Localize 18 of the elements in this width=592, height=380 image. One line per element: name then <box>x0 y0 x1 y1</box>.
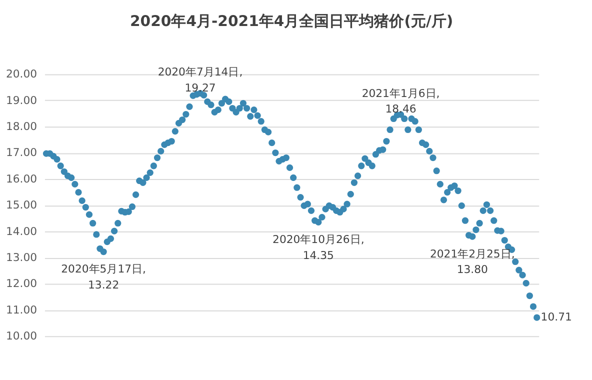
y-tick-label: 11.00 <box>6 303 38 316</box>
annotation: 2020年7月14日, 19.27 <box>158 66 243 94</box>
y-tick-label: 12.00 <box>6 277 38 290</box>
y-tick-label: 15.00 <box>6 198 38 212</box>
y-tick-label: 13.00 <box>6 251 38 264</box>
chart-title: 2020年4月-2021年4月全国日平均猪价(元/斤) <box>130 13 454 30</box>
annotation: 2021年2月25日, 13.80 <box>430 247 515 276</box>
annotation: 2020年10月26日, 14.35 <box>272 232 364 262</box>
y-tick-label: 19.00 <box>6 94 38 107</box>
annotation: 2021年1月6日, 18.46 <box>362 86 440 116</box>
y-tick-label: 14.00 <box>6 224 38 238</box>
text: 10.71 <box>540 310 572 324</box>
y-tick-label: 20.00 <box>6 68 38 81</box>
y-tick-label: 18.00 <box>6 120 38 134</box>
y-tick-label: 10.00 <box>6 330 38 343</box>
annotation: 2020年5月17日, 13.22 <box>61 262 146 292</box>
y-tick-label: 16.00 <box>6 172 38 186</box>
y-tick-label: 17.00 <box>6 146 38 160</box>
